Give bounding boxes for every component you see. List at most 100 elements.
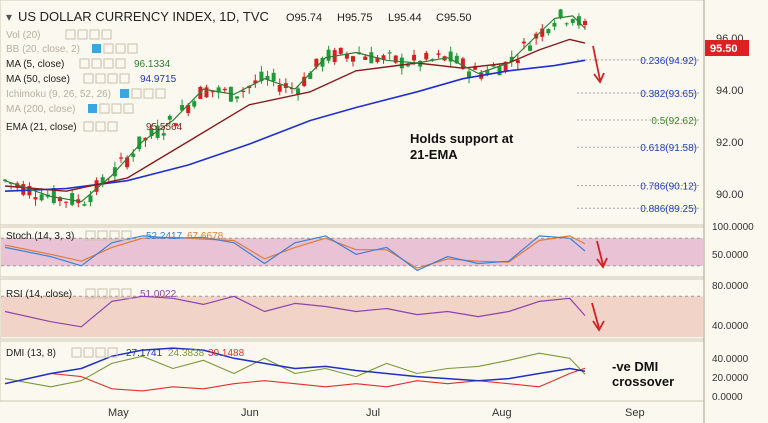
- rsi-label[interactable]: RSI (14, close): [6, 289, 72, 300]
- rsi-controls[interactable]: [85, 288, 132, 299]
- candle-body: [393, 55, 398, 63]
- fib-level-label: 0.236(94.92): [640, 56, 697, 67]
- candle-body: [125, 157, 130, 168]
- candle-body: [33, 197, 38, 200]
- candle-body: [583, 20, 587, 26]
- candle-body: [210, 91, 215, 93]
- candle-body: [503, 61, 508, 72]
- fib-level-label: 0.382(93.65): [640, 89, 697, 100]
- candle-body: [39, 194, 44, 201]
- stoch-controls[interactable]: [85, 230, 132, 241]
- candle-body: [149, 128, 154, 137]
- candle-body: [161, 133, 166, 136]
- dmi-panel: [0, 340, 705, 402]
- ma200-controls[interactable]: [88, 103, 134, 114]
- bb-label[interactable]: BB (20, close, 2): [6, 44, 80, 55]
- dmi-annotation-line-1: -ve DMI: [612, 359, 658, 374]
- stoch-tick-label: 100.0000: [712, 222, 754, 233]
- dmi-value-1: 27.1741: [126, 348, 163, 359]
- candle-body: [167, 115, 172, 120]
- rsi-line: [4, 295, 586, 328]
- dmi-tick-label: 0.0000: [712, 392, 743, 403]
- candle-body: [88, 195, 93, 203]
- candle-body: [180, 105, 185, 111]
- ma50-value: 94.9715: [140, 74, 177, 85]
- stoch-tick-label: 50.0000: [712, 250, 749, 261]
- candle-body: [552, 22, 557, 27]
- ma5-controls[interactable]: [79, 58, 126, 69]
- candle-body: [540, 28, 545, 37]
- candle-body: [51, 188, 56, 204]
- price-down-arrow: [592, 45, 605, 84]
- candle-body: [192, 101, 197, 107]
- dmi-label[interactable]: DMI (13, 8): [6, 348, 56, 359]
- rsi-value: 51.0022: [140, 289, 177, 300]
- candle-body: [222, 88, 227, 91]
- candle-body: [375, 57, 380, 63]
- price-tick-label: 92.00: [716, 137, 744, 149]
- candle-body: [558, 9, 563, 18]
- candle-body: [387, 52, 392, 54]
- ma50-label[interactable]: MA (50, close): [6, 74, 70, 85]
- candle-body: [314, 58, 319, 67]
- candle-body: [521, 41, 526, 44]
- candle-body: [570, 19, 575, 23]
- last-price-label: 95.50: [710, 43, 738, 55]
- ohlc-open: O95.74: [286, 12, 322, 24]
- candle-body: [241, 90, 246, 92]
- fib-level-label: 0.5(92.62): [651, 116, 697, 127]
- candle-body: [204, 87, 209, 98]
- bb-controls[interactable]: [92, 43, 138, 54]
- candle-body: [363, 56, 368, 60]
- candle-body: [70, 193, 75, 205]
- ema21-label[interactable]: EMA (21, close): [6, 122, 77, 133]
- candle-body: [57, 197, 62, 202]
- candle-body: [119, 157, 123, 159]
- candle-body: [467, 71, 471, 77]
- ma50-controls[interactable]: [83, 73, 130, 84]
- dmi-controls[interactable]: [71, 347, 118, 358]
- ichimoku-label[interactable]: Ichimoku (9, 26, 52, 26): [6, 89, 111, 100]
- price-tick-label: 90.00: [716, 189, 744, 201]
- vol-label[interactable]: Vol (20): [6, 30, 40, 41]
- rsi-tick-label: 40.0000: [712, 321, 749, 332]
- candle-body: [186, 104, 191, 114]
- candle-body: [485, 69, 490, 76]
- ema21-controls[interactable]: [83, 121, 118, 132]
- candle-body: [369, 52, 374, 64]
- ohlc-high: H95.75: [337, 12, 372, 24]
- candle-body: [430, 59, 435, 61]
- chart-title: US DOLLAR CURRENCY INDEX, 1D, TVC: [18, 9, 269, 24]
- candle-body: [94, 180, 99, 192]
- candle-body: [546, 29, 551, 34]
- candle-body: [173, 123, 178, 126]
- candle-body: [436, 53, 441, 55]
- candle-body: [448, 51, 453, 62]
- dmi-tick-label: 40.0000: [712, 354, 749, 365]
- dmi-value-2: 24.3838: [168, 348, 205, 359]
- candle-body: [3, 179, 7, 181]
- time-tick-label: Jul: [366, 407, 380, 419]
- dmi-tick-label: 20.0000: [712, 373, 749, 384]
- candle-body: [265, 75, 270, 80]
- stoch-label[interactable]: Stoch (14, 3, 3): [6, 231, 74, 242]
- candle-body: [137, 136, 142, 150]
- fib-level-label: 0.786(90.12): [640, 181, 697, 192]
- ma5-label[interactable]: MA (5, close): [6, 59, 64, 70]
- candle-body: [131, 153, 136, 157]
- candle-body: [302, 76, 307, 87]
- ichimoku-controls[interactable]: [120, 88, 166, 99]
- fib-level-label: 0.618(91.58): [640, 143, 697, 154]
- candle-body: [271, 72, 276, 81]
- candle-body: [509, 56, 514, 62]
- collapse-icon[interactable]: ▾: [6, 10, 12, 24]
- candle-body: [497, 66, 502, 76]
- candle-body: [253, 80, 258, 84]
- ohlc-close: C95.50: [436, 12, 471, 24]
- dmi-annotation-line-2: crossover: [612, 374, 674, 389]
- vol-controls[interactable]: [65, 29, 112, 40]
- ma200-label[interactable]: MA (200, close): [6, 104, 75, 115]
- chart-header: ▾ US DOLLAR CURRENCY INDEX, 1D, TVC O95.…: [6, 9, 471, 24]
- ohlc-low: L95.44: [388, 12, 422, 24]
